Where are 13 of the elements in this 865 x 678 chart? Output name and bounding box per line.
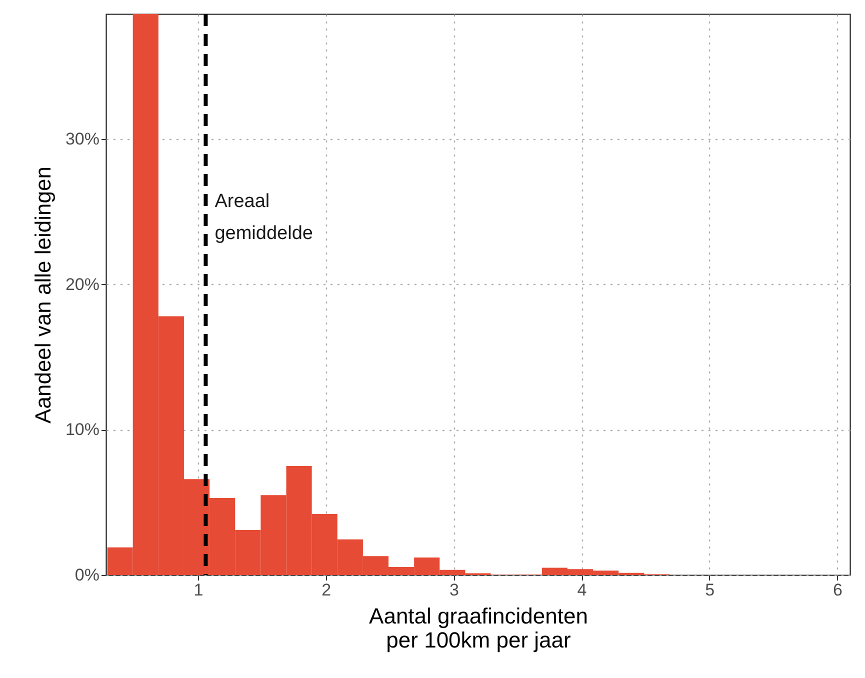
y-tick-label: 20% bbox=[65, 274, 100, 294]
x-tick-label: 6 bbox=[832, 580, 842, 600]
x-tick-label: 5 bbox=[705, 580, 715, 600]
y-tick-label: 30% bbox=[65, 129, 100, 148]
ref-line-label: Areaal gemiddelde bbox=[214, 191, 313, 244]
x-tick-label: 2 bbox=[322, 580, 332, 600]
x-tick-label: 1 bbox=[194, 580, 204, 600]
x-tick-label: 3 bbox=[449, 580, 459, 600]
x-tick-label: 4 bbox=[577, 580, 587, 600]
y-tick-label: 10% bbox=[65, 420, 100, 440]
x-axis-title: Aantal graafincidenten per 100km per jaar bbox=[369, 604, 588, 652]
y-axis-title: Aandeel van alle leidingen bbox=[30, 166, 56, 424]
y-tick-label: 0% bbox=[74, 566, 100, 584]
